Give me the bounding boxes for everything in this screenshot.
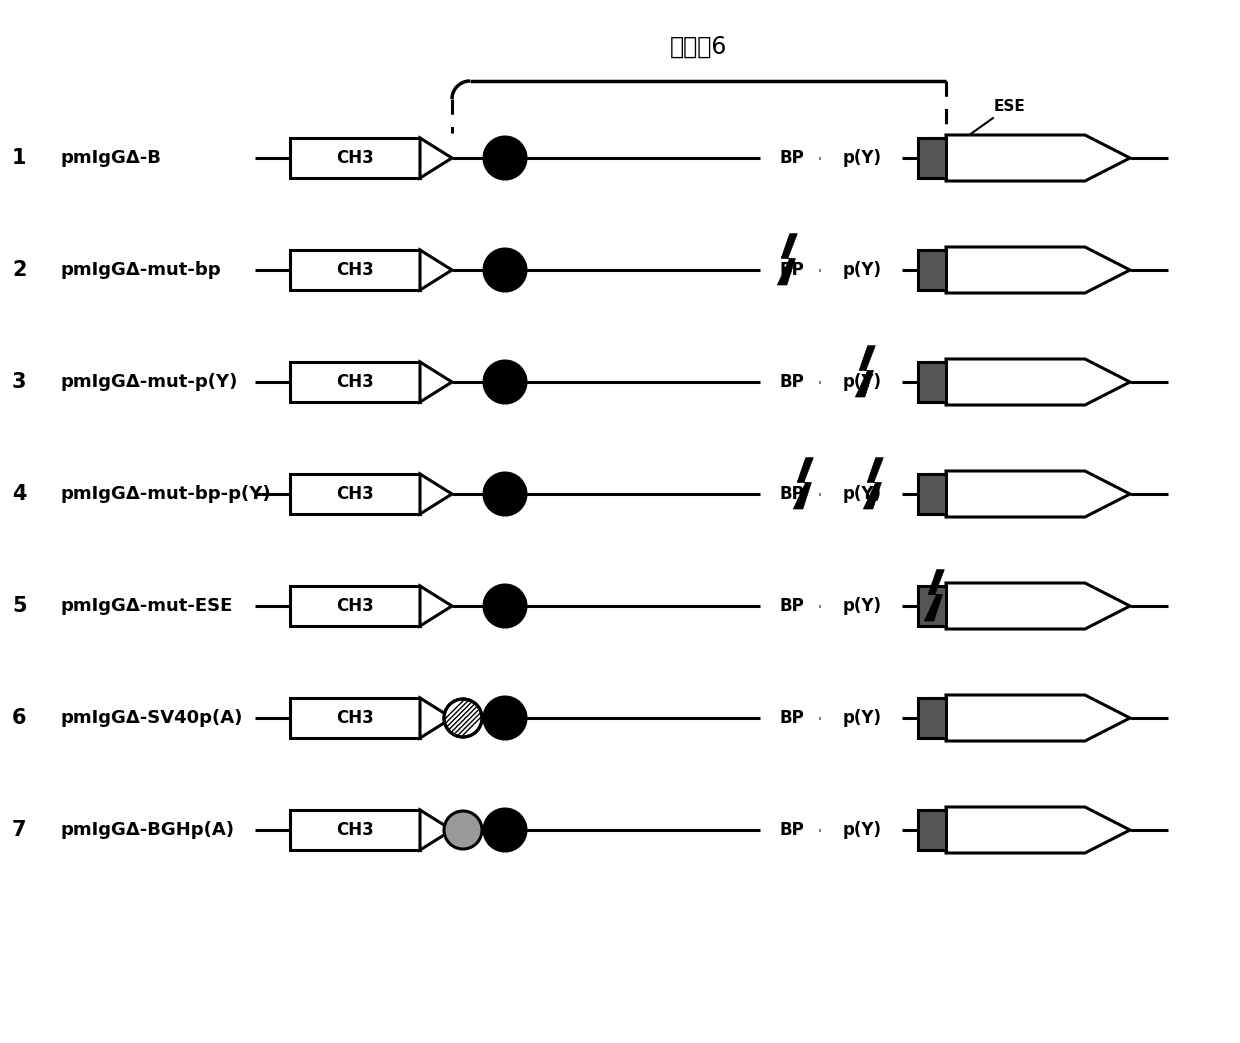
Text: ESE: ESE: [941, 98, 1025, 155]
Polygon shape: [946, 471, 1130, 517]
Text: p(Y): p(Y): [842, 597, 882, 615]
Polygon shape: [946, 807, 1130, 853]
Bar: [918, 138, 946, 178]
Text: BP: BP: [780, 709, 805, 727]
Polygon shape: [946, 359, 1130, 405]
Text: CH3: CH3: [336, 821, 374, 839]
Bar: [290, 474, 420, 514]
Bar: [290, 138, 420, 178]
Text: 5: 5: [12, 596, 26, 616]
Text: CH3: CH3: [336, 597, 374, 615]
Circle shape: [484, 697, 526, 739]
Text: BP: BP: [780, 261, 805, 278]
Text: CH3: CH3: [336, 485, 374, 503]
Bar: [918, 474, 946, 514]
Text: p(Y): p(Y): [842, 149, 882, 167]
Polygon shape: [946, 583, 1130, 629]
Text: p(Y): p(Y): [842, 485, 882, 503]
Polygon shape: [794, 458, 813, 509]
Text: pmIgGΔ-mut-ESE: pmIgGΔ-mut-ESE: [60, 597, 232, 615]
Text: 内含囷6: 内含囷6: [671, 35, 728, 59]
Text: pmIgGΔ-mut-p(Y): pmIgGΔ-mut-p(Y): [60, 373, 237, 391]
Circle shape: [484, 361, 526, 403]
Circle shape: [444, 811, 482, 849]
Polygon shape: [863, 458, 883, 509]
Polygon shape: [420, 698, 453, 738]
Polygon shape: [420, 586, 453, 626]
Text: p(Y): p(Y): [842, 709, 882, 727]
Text: pmIgGΔ-SV40p(A): pmIgGΔ-SV40p(A): [60, 709, 242, 727]
Bar: [918, 250, 946, 290]
Polygon shape: [946, 247, 1130, 293]
Text: BP: BP: [780, 597, 805, 615]
Polygon shape: [924, 569, 945, 621]
Text: 2: 2: [12, 260, 26, 280]
Polygon shape: [420, 474, 453, 514]
Bar: [290, 586, 420, 626]
Polygon shape: [946, 695, 1130, 741]
Text: BP: BP: [780, 149, 805, 167]
Text: pmIgGΔ-BGHp(A): pmIgGΔ-BGHp(A): [60, 821, 234, 839]
Text: CH3: CH3: [336, 261, 374, 278]
Text: p(Y): p(Y): [842, 821, 882, 839]
Text: BP: BP: [780, 821, 805, 839]
Text: BP: BP: [780, 485, 805, 503]
Text: 6: 6: [12, 708, 26, 728]
Text: CH3: CH3: [336, 709, 374, 727]
Bar: [290, 362, 420, 402]
Bar: [918, 698, 946, 738]
Bar: [290, 250, 420, 290]
Circle shape: [444, 699, 482, 737]
Bar: [918, 810, 946, 850]
Polygon shape: [420, 362, 453, 402]
Circle shape: [484, 472, 526, 515]
Polygon shape: [856, 345, 875, 397]
Bar: [290, 810, 420, 850]
Text: CH3: CH3: [336, 373, 374, 391]
Polygon shape: [420, 810, 453, 850]
Circle shape: [484, 249, 526, 291]
Text: p(Y): p(Y): [842, 261, 882, 278]
Text: BP: BP: [780, 373, 805, 391]
Text: 3: 3: [12, 372, 26, 392]
Text: CH3: CH3: [336, 149, 374, 167]
Polygon shape: [777, 234, 797, 285]
Text: pmIgGΔ-B: pmIgGΔ-B: [60, 149, 161, 167]
Text: pmIgGΔ-mut-bp: pmIgGΔ-mut-bp: [60, 261, 221, 278]
Text: p(Y): p(Y): [842, 373, 882, 391]
Bar: [918, 362, 946, 402]
Bar: [918, 586, 946, 626]
Polygon shape: [946, 135, 1130, 181]
Text: 7: 7: [12, 820, 26, 840]
Circle shape: [484, 585, 526, 627]
Text: 1: 1: [12, 148, 26, 168]
Polygon shape: [420, 138, 453, 178]
Text: pmIgGΔ-mut-bp-p(Y): pmIgGΔ-mut-bp-p(Y): [60, 485, 270, 503]
Circle shape: [484, 809, 526, 851]
Polygon shape: [420, 250, 453, 290]
Bar: [290, 698, 420, 738]
Circle shape: [484, 137, 526, 179]
Text: 4: 4: [12, 484, 26, 504]
